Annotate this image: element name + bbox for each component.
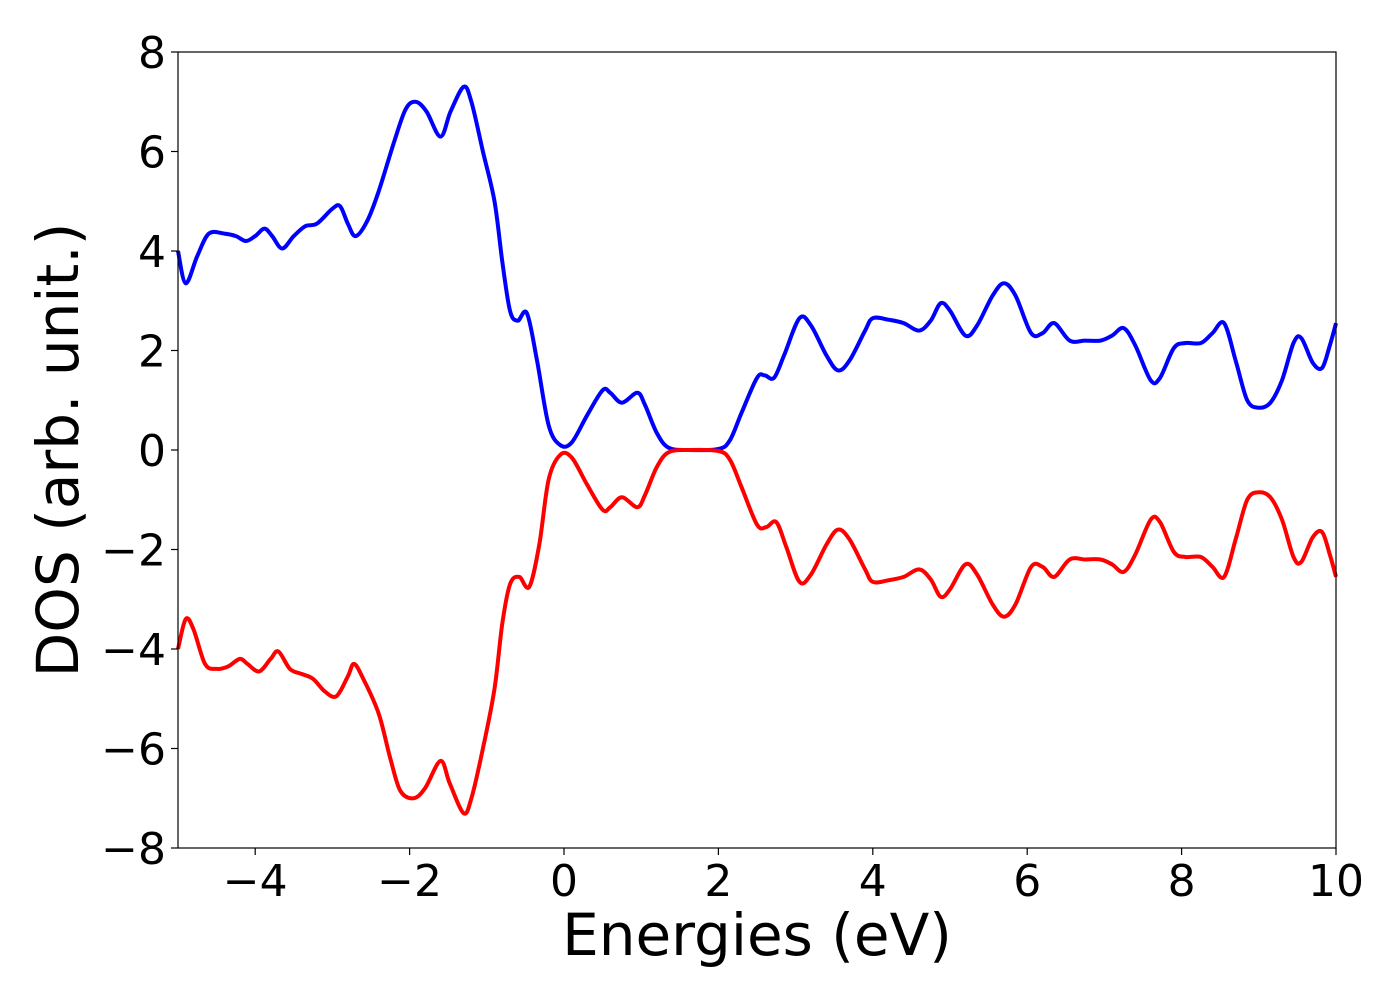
- plot-lines: [176, 84, 1338, 816]
- y-tick-label: 0: [138, 426, 166, 477]
- dos-series-negative-line: [176, 447, 1338, 816]
- y-tick-label: 8: [138, 28, 166, 79]
- x-tick-label: 2: [704, 856, 732, 907]
- y-axis-label: DOS (arb. unit.): [24, 223, 92, 678]
- x-tick-label: 0: [550, 856, 578, 907]
- y-tick-label: −2: [101, 526, 166, 577]
- y-tick-label: 6: [138, 128, 166, 179]
- y-tick-label: −6: [101, 725, 166, 776]
- x-tick-label: 10: [1308, 856, 1364, 907]
- y-tick-label: 4: [138, 227, 166, 278]
- plot-frame: [177, 51, 1337, 849]
- x-tick-label: 8: [1168, 856, 1196, 907]
- y-tick-label: 2: [138, 327, 166, 378]
- x-tick-label: 4: [859, 856, 887, 907]
- axis-ticks: −4 −2 0 2 4 6 8 10 −8 −6 −4 −2 0 2 4 6 8: [101, 28, 1364, 907]
- dos-series-positive-line: [176, 84, 1338, 453]
- x-tick-label: −2: [377, 856, 442, 907]
- x-tick-label: 6: [1013, 856, 1041, 907]
- y-tick-label: −8: [101, 824, 166, 875]
- x-axis-label: Energies (eV): [562, 901, 952, 969]
- x-tick-label: −4: [223, 856, 288, 907]
- y-tick-label: −4: [101, 625, 166, 676]
